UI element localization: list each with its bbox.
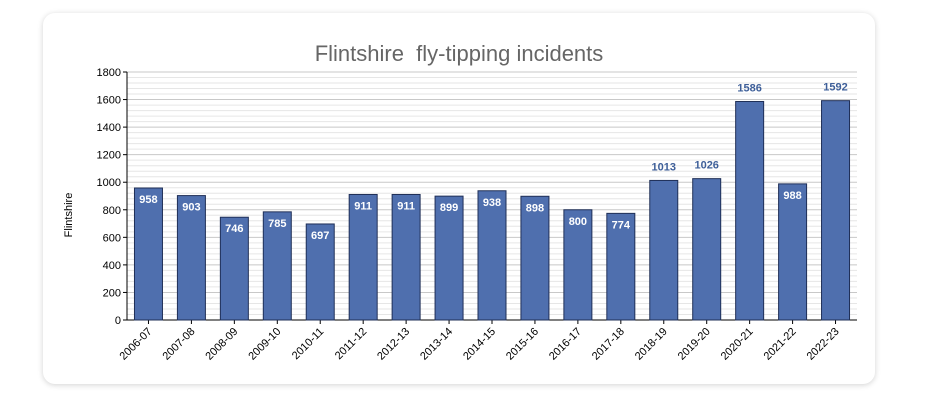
data-label: 958: [139, 194, 157, 206]
bar-2012-13: [391, 193, 421, 321]
x-tick-label: 2013-14: [418, 326, 455, 363]
x-tick-label: 2009-10: [246, 326, 283, 363]
bar-2017-18: [606, 212, 636, 321]
x-tick-label: 2021-22: [762, 326, 799, 363]
bar-2019-20: [692, 178, 722, 321]
bar-2010-11: [305, 223, 335, 321]
bar-2020-21: [735, 100, 765, 321]
y-tick-label: 800: [103, 205, 121, 217]
x-tick-label: 2022-23: [805, 326, 842, 363]
bar-2009-10: [262, 211, 292, 321]
x-tick-label: 2011-12: [333, 326, 369, 362]
bar-2008-09: [219, 216, 249, 321]
y-tick-label: 200: [103, 287, 121, 299]
data-label: 1586: [737, 82, 761, 94]
x-tick-label: 2017-18: [590, 326, 627, 363]
bar-2014-15: [477, 190, 507, 321]
bar-2021-22: [778, 183, 808, 321]
bar-2007-08: [176, 195, 206, 321]
y-tick-label: 1000: [97, 177, 121, 189]
bar-2016-17: [563, 209, 593, 321]
data-label: 903: [182, 202, 200, 214]
x-tick-label: 2020-21: [719, 326, 756, 363]
x-tick-label: 2007-08: [160, 326, 197, 363]
data-label: 1026: [694, 160, 718, 172]
data-label: 746: [225, 223, 243, 235]
bar-2015-16: [520, 195, 550, 321]
data-label: 800: [569, 216, 587, 228]
data-label: 911: [354, 200, 372, 212]
x-tick-label: 2019-20: [676, 326, 713, 363]
x-tick-label: 2016-17: [547, 326, 584, 363]
x-tick-labels: 2006-07 2007-08 2008-09 2009-10 2010-11 2011-…: [118, 326, 842, 363]
y-tick-label: 400: [103, 260, 121, 272]
data-label: 1013: [652, 161, 676, 173]
x-tick-label: 2010-11: [290, 326, 326, 362]
y-tick-label: 1800: [97, 67, 121, 79]
data-labels: 958 903 746 785 697 911 911 899 938 898 800 774 1013…: [139, 82, 847, 242]
x-tick-label: 2014-15: [461, 326, 498, 363]
bar-2011-12: [348, 193, 378, 321]
x-tick-label: 2006-07: [118, 326, 155, 363]
bar-2022-23: [821, 100, 851, 321]
data-label: 988: [783, 190, 801, 202]
bars: [133, 100, 851, 321]
y-tick-labels: 0 200 400 600 800 1000 1200 1400 1600 1800: [97, 67, 121, 327]
data-label: 785: [268, 218, 286, 230]
x-tick-label: 2012-13: [375, 326, 412, 363]
y-tick-label: 600: [103, 232, 121, 244]
x-tick-label: 2008-09: [203, 326, 240, 363]
y-tick-label: 1400: [97, 122, 121, 134]
y-axis-label: Flintshire: [63, 193, 75, 238]
data-label: 898: [526, 202, 544, 214]
chart-title: Flintshire fly-tipping incidents: [314, 41, 604, 66]
data-label: 899: [440, 202, 458, 214]
data-label: 938: [483, 197, 501, 209]
y-tick-label: 1600: [97, 95, 121, 107]
x-tick-label: 2015-16: [504, 326, 541, 363]
data-label: 911: [397, 200, 415, 212]
data-label: 774: [612, 219, 631, 231]
data-label: 1592: [823, 82, 847, 94]
data-label: 697: [311, 230, 329, 242]
bar-2006-07: [133, 187, 163, 321]
bar-2013-14: [434, 195, 464, 321]
y-tick-label: 1200: [97, 150, 121, 162]
bar-2018-19: [649, 179, 679, 321]
y-tick-label: 0: [115, 315, 121, 327]
x-tick-label: 2018-19: [633, 326, 670, 363]
